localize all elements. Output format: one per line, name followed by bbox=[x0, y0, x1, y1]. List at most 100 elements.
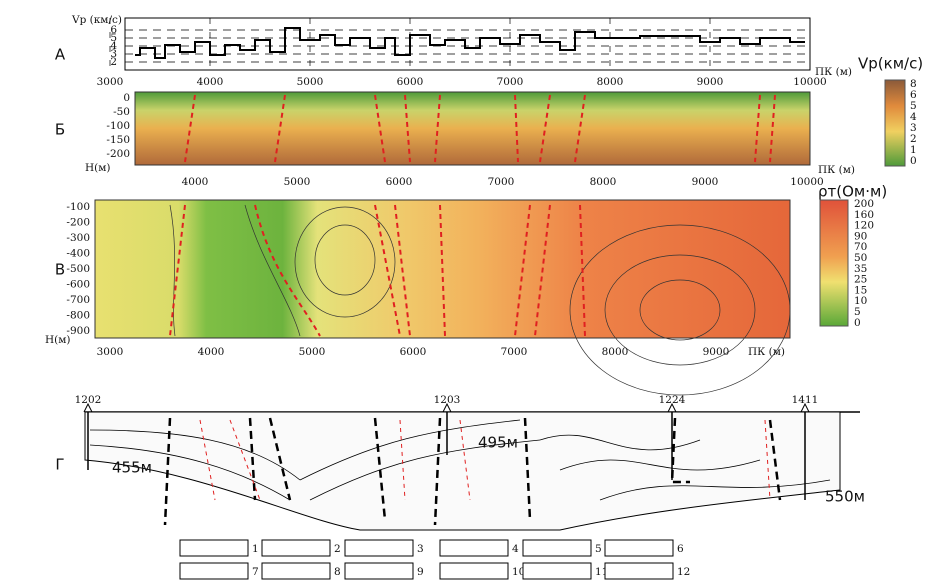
well-label: 1224 bbox=[659, 394, 686, 406]
x-tick-label: 8000 bbox=[602, 346, 629, 358]
legend-swatch bbox=[604, 539, 674, 557]
colorbar-tick: 5 bbox=[854, 306, 861, 318]
legend-swatch bbox=[179, 539, 249, 557]
legend-swatch bbox=[344, 539, 414, 557]
legend-label: 4 bbox=[512, 543, 519, 555]
axis-title: H(м) bbox=[85, 162, 111, 174]
contours-c bbox=[169, 204, 791, 396]
y-tick-label: 2 bbox=[110, 56, 117, 68]
colorbar-title: Vp(км/с) bbox=[858, 55, 923, 73]
y-tick-label: 0 bbox=[123, 92, 130, 104]
colorbar-tick: 0 bbox=[910, 155, 917, 167]
colorbar-tick: 1 bbox=[910, 144, 917, 156]
panel-label: А bbox=[55, 46, 66, 64]
y-tick-label: -500 bbox=[66, 263, 90, 275]
axis-title: ПК (м) bbox=[748, 346, 785, 358]
axis-title: Vp (км/с) bbox=[71, 14, 122, 26]
x-tick-label: 8000 bbox=[597, 76, 624, 88]
panel-a bbox=[124, 17, 811, 71]
colorbar-tick: 6 bbox=[910, 89, 917, 101]
colorbar-tick: 35 bbox=[854, 263, 867, 275]
x-tick-label: 6000 bbox=[400, 346, 427, 358]
velocity-section bbox=[134, 91, 811, 166]
legend-swatch bbox=[439, 539, 509, 557]
faults-b bbox=[184, 94, 776, 163]
axis-title: H(м) bbox=[45, 334, 71, 346]
well-marker bbox=[667, 402, 677, 413]
colorbar-tick: 3 bbox=[910, 122, 917, 134]
colorbar-tick: 8 bbox=[910, 78, 917, 90]
resistivity-section bbox=[94, 199, 791, 339]
x-tick-label: 7000 bbox=[497, 76, 524, 88]
frame bbox=[124, 17, 811, 71]
colorbar-c bbox=[819, 199, 849, 327]
x-tick-label: 3000 bbox=[97, 346, 124, 358]
legend-label: 7 bbox=[252, 566, 259, 578]
colorbar-tick: 10 bbox=[854, 295, 867, 307]
well-label: 1202 bbox=[75, 394, 102, 406]
legend-swatch bbox=[439, 562, 509, 580]
x-tick-label: 10000 bbox=[790, 176, 823, 188]
legend-label: 3 bbox=[417, 543, 424, 555]
legend-swatch bbox=[261, 562, 331, 580]
legend-label: 9 bbox=[417, 566, 424, 578]
legend-swatch bbox=[522, 562, 592, 580]
x-tick-label: 4000 bbox=[198, 346, 225, 358]
y-tick-label: -800 bbox=[66, 310, 90, 322]
x-tick-label: 9000 bbox=[692, 176, 719, 188]
well-marker bbox=[800, 402, 810, 413]
colorbar-b bbox=[884, 79, 906, 167]
colorbar-tick: 25 bbox=[854, 274, 867, 286]
colorbar-tick: 70 bbox=[854, 241, 867, 253]
geologic-section bbox=[84, 411, 860, 531]
x-tick-label: 3000 bbox=[97, 76, 124, 88]
legend-swatch bbox=[604, 562, 674, 580]
panel-label: В bbox=[55, 261, 65, 279]
legend-label: 6 bbox=[677, 543, 684, 555]
x-tick-label: 8000 bbox=[590, 176, 617, 188]
legend-label: 1 bbox=[252, 543, 259, 555]
y-tick-label: -600 bbox=[66, 279, 90, 291]
colorbar-tick: 200 bbox=[854, 198, 874, 210]
colorbar-title: ρт(Ом·м) bbox=[818, 183, 887, 201]
x-tick-label: 10000 bbox=[793, 76, 826, 88]
axis-title: ПК (м) bbox=[815, 66, 852, 78]
panel-label: Б bbox=[55, 121, 65, 139]
colorbar-tick: 4 bbox=[910, 111, 917, 123]
well-marker bbox=[83, 402, 93, 413]
legend-label: 8 bbox=[334, 566, 341, 578]
x-tick-label: 4000 bbox=[182, 176, 209, 188]
y-tick-label: 4 bbox=[110, 40, 117, 52]
x-tick-label: 9000 bbox=[697, 76, 724, 88]
y-tick-label: -200 bbox=[66, 217, 90, 229]
well-label: 1411 bbox=[792, 394, 819, 406]
legend-swatch bbox=[261, 539, 331, 557]
well-marker bbox=[442, 402, 452, 413]
y-tick-label: 6 bbox=[110, 24, 117, 36]
legend: 1 2 3 4 5 67 8 9 10 11 12 bbox=[179, 539, 690, 580]
legend-swatch bbox=[179, 562, 249, 580]
colorbar-tick: 90 bbox=[854, 230, 867, 242]
x-tick-label: 5000 bbox=[299, 346, 326, 358]
y-tick-label: -300 bbox=[66, 232, 90, 244]
x-tick-label: 7000 bbox=[488, 176, 515, 188]
legend-label: 2 bbox=[334, 543, 341, 555]
colorbar-tick: 120 bbox=[854, 220, 874, 232]
colorbar-tick: 15 bbox=[854, 284, 867, 296]
y-tick-label: -400 bbox=[66, 248, 90, 260]
legend-label: 12 bbox=[677, 566, 690, 578]
legend-label: 5 bbox=[595, 543, 602, 555]
y-tick-label: -150 bbox=[106, 134, 130, 146]
colorbar-tick: 2 bbox=[910, 133, 917, 145]
y-tick-label: 3 bbox=[110, 48, 117, 60]
x-tick-label: 9000 bbox=[703, 346, 730, 358]
x-tick-label: 4000 bbox=[197, 76, 224, 88]
x-tick-label: 5000 bbox=[284, 176, 311, 188]
y-tick-label: -200 bbox=[106, 148, 130, 160]
velocity-profile bbox=[135, 27, 805, 59]
y-tick-label: -100 bbox=[66, 201, 90, 213]
y-tick-label: -100 bbox=[106, 120, 130, 132]
panel-label: Г bbox=[55, 456, 64, 474]
x-tick-label: 7000 bbox=[501, 346, 528, 358]
legend-swatch bbox=[522, 539, 592, 557]
